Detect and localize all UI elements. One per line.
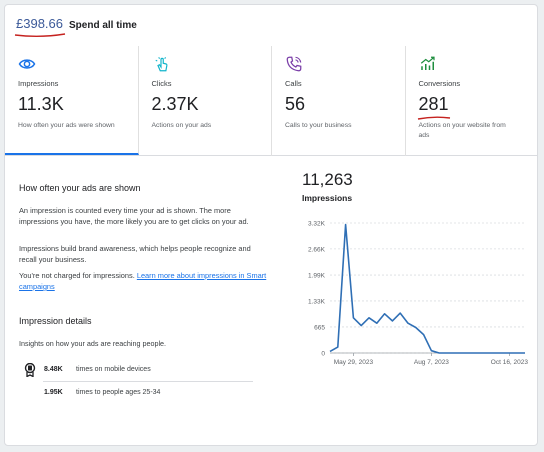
x-tick-label: Aug 7, 2023 <box>414 359 449 366</box>
metric-value: 56 <box>285 94 306 114</box>
spend-underline-mark <box>14 33 66 37</box>
metric-description: Actions on your ads <box>151 122 212 129</box>
spend-amount: £398.66 <box>14 16 66 37</box>
metric-value: 2.37K <box>151 94 199 114</box>
metric-value: 11.3K <box>18 94 64 114</box>
y-tick-label: 2.66K <box>308 246 326 253</box>
y-tick-label: 665 <box>314 324 325 331</box>
y-tick-label: 3.32K <box>308 221 326 228</box>
tap-icon <box>155 57 167 72</box>
phone-icon <box>286 56 302 72</box>
spend-label: Spend all time <box>69 20 137 31</box>
metric-label: Impressions <box>18 79 59 88</box>
impressions-series-line <box>329 223 525 354</box>
detail-row-mobile: 8.48K times on mobile devices <box>44 366 151 373</box>
spend-summary: £398.66 Spend all time <box>14 16 137 37</box>
y-tick-label: 0 <box>321 351 325 358</box>
detail-text: times on mobile devices <box>76 366 151 373</box>
detail-row-age: 1.95K times to people ages 25-34 <box>44 389 160 396</box>
impressions-chart-label: Impressions <box>302 193 353 203</box>
impressions-line-chart: 0 665 1.33K 1.99K 2.66K 3.32K May 29, 2023 Aug … <box>308 221 529 367</box>
metric-description: Calls to your business <box>285 122 352 129</box>
x-tick-label: May 29, 2023 <box>334 359 374 366</box>
info-paragraph-2: Impressions build brand awareness, which… <box>19 244 251 264</box>
metric-label: Clicks <box>151 79 172 88</box>
conversions-value: 281 <box>417 94 450 120</box>
metric-tab-calls[interactable]: Calls 56 Calls to your business <box>272 46 406 156</box>
detail-value: 8.48K <box>44 366 63 373</box>
metric-tab-clicks[interactable]: Clicks 2.37K Actions on your ads <box>139 46 272 156</box>
learn-more-link[interactable]: Learn more about impressions in Smart ca… <box>19 271 267 291</box>
details-title: Impression details <box>19 316 92 326</box>
x-tick-label: Oct 16, 2023 <box>491 359 529 366</box>
mobile-reach-icon <box>24 363 36 377</box>
trending-chart-icon <box>420 56 435 70</box>
metric-tab-impressions[interactable]: Impressions 11.3K How often your ads wer… <box>5 46 139 155</box>
impressions-card: £398.66 Spend all time Impressions 11.3K… <box>4 4 538 446</box>
details-subtitle: Insights on how your ads are reaching pe… <box>19 339 167 348</box>
y-tick-label: 1.99K <box>308 273 326 280</box>
detail-value: 1.95K <box>44 389 63 396</box>
detail-text: times to people ages 25-34 <box>76 389 161 396</box>
spend-amount-text: £398.66 <box>16 16 63 31</box>
metric-label: Calls <box>285 79 302 88</box>
metric-tab-conversions[interactable]: Conversions 281 Actions on your website … <box>406 46 538 156</box>
conversions-underline-mark <box>417 116 450 120</box>
metric-description: Actions on your website from ads <box>418 122 506 139</box>
impressions-total: 11,263 <box>302 170 353 189</box>
metric-description: How often your ads were shown <box>18 122 115 129</box>
eye-icon <box>18 59 36 69</box>
metric-label: Conversions <box>418 79 461 88</box>
info-paragraph-1: An impression is counted every time your… <box>19 206 249 226</box>
info-not-charged-text: You're not charged for impressions. <box>19 271 135 280</box>
info-paragraph-3: You're not charged for impressions. Lear… <box>19 270 269 292</box>
metrics-tabs: Impressions 11.3K How often your ads wer… <box>5 46 538 156</box>
y-tick-label: 1.33K <box>308 298 326 305</box>
info-title: How often your ads are shown <box>19 183 141 193</box>
metric-value: 281 <box>418 94 449 114</box>
detail-divider <box>43 381 253 382</box>
